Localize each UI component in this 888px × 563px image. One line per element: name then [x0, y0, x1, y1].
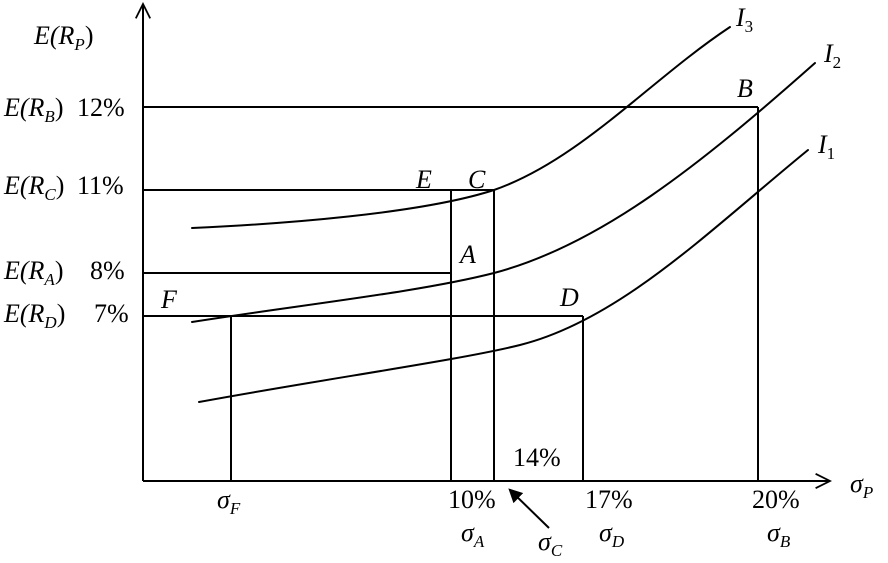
curve-label-i3: I3	[735, 3, 753, 36]
y-label-e-ra: E(RA)	[3, 256, 63, 289]
y-value-11: 11%	[77, 171, 124, 200]
x-value-17: 17%	[585, 485, 633, 514]
indifference-curve-i3	[191, 26, 731, 229]
x-label-sigma-b: σB	[767, 518, 791, 551]
x-label-sigma-d: σD	[599, 518, 625, 551]
y-value-8: 8%	[90, 256, 125, 285]
y-value-7: 7%	[94, 299, 129, 328]
y-axis-title: E(RP)	[33, 21, 93, 54]
y-value-12: 12%	[77, 93, 125, 122]
point-label-b: B	[737, 74, 753, 103]
x-label-sigma-f: σF	[217, 485, 241, 518]
indifference-curve-i1	[198, 149, 809, 403]
x-label-sigma-a: σA	[461, 518, 485, 551]
x-value-10: 10%	[448, 485, 496, 514]
point-label-c: C	[468, 165, 486, 194]
y-label-e-rb: E(RB)	[3, 93, 63, 126]
indifference-curve-i2	[191, 62, 816, 323]
curve-label-i2: I2	[823, 39, 841, 72]
x-axis-title: σP	[850, 469, 873, 502]
y-label-e-rc: E(RC)	[3, 171, 64, 204]
x-value-14: 14%	[513, 443, 561, 472]
x-label-sigma-c: σC	[538, 527, 563, 560]
point-label-a: A	[458, 240, 476, 269]
curve-label-i1: I1	[817, 130, 835, 163]
x-value-20: 20%	[752, 485, 800, 514]
point-label-e: E	[415, 165, 432, 194]
point-label-d: D	[559, 283, 579, 312]
point-label-f: F	[160, 285, 178, 314]
sigma-c-pointer-arrow	[508, 488, 550, 529]
y-label-e-rd: E(RD)	[3, 299, 65, 332]
